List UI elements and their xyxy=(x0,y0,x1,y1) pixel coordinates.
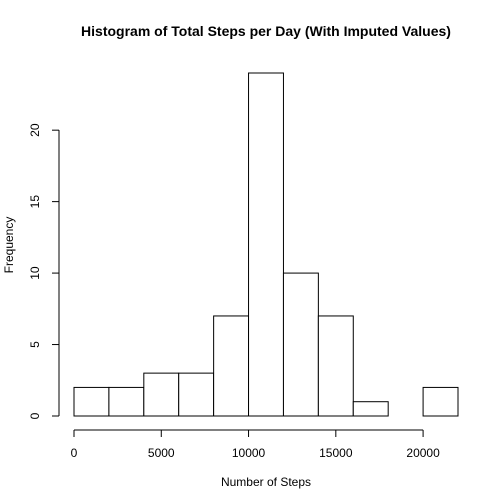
y-tick-label: 15 xyxy=(28,195,42,209)
bars-group xyxy=(73,72,459,417)
histogram-bar xyxy=(352,401,389,417)
x-tick-label: 0 xyxy=(71,446,78,460)
histogram-bar xyxy=(213,315,250,417)
y-axis-label: Frequency xyxy=(2,217,16,274)
histogram-bar xyxy=(73,386,110,417)
y-axis: 0 5 10 15 20 xyxy=(28,123,60,419)
chart-title: Histogram of Total Steps per Day (With I… xyxy=(81,23,451,39)
y-tick-label: 5 xyxy=(28,341,42,348)
histogram-bar xyxy=(143,372,180,417)
histogram-bar xyxy=(178,372,215,417)
x-axis-label: Number of Steps xyxy=(221,475,311,489)
y-tick-label: 20 xyxy=(28,123,42,137)
histogram-bar xyxy=(422,386,459,417)
y-tick-label: 10 xyxy=(28,266,42,280)
x-tick-label: 10000 xyxy=(232,446,266,460)
x-tick-label: 15000 xyxy=(319,446,353,460)
y-tick-label: 0 xyxy=(28,412,42,419)
histogram-bar xyxy=(317,315,354,417)
histogram-bar xyxy=(248,72,284,417)
x-tick-label: 5000 xyxy=(148,446,175,460)
x-tick-label: 20000 xyxy=(406,446,440,460)
histogram-bar xyxy=(282,272,319,417)
histogram-bar xyxy=(108,386,145,417)
x-axis: 0 5000 10000 15000 20000 xyxy=(71,429,440,460)
